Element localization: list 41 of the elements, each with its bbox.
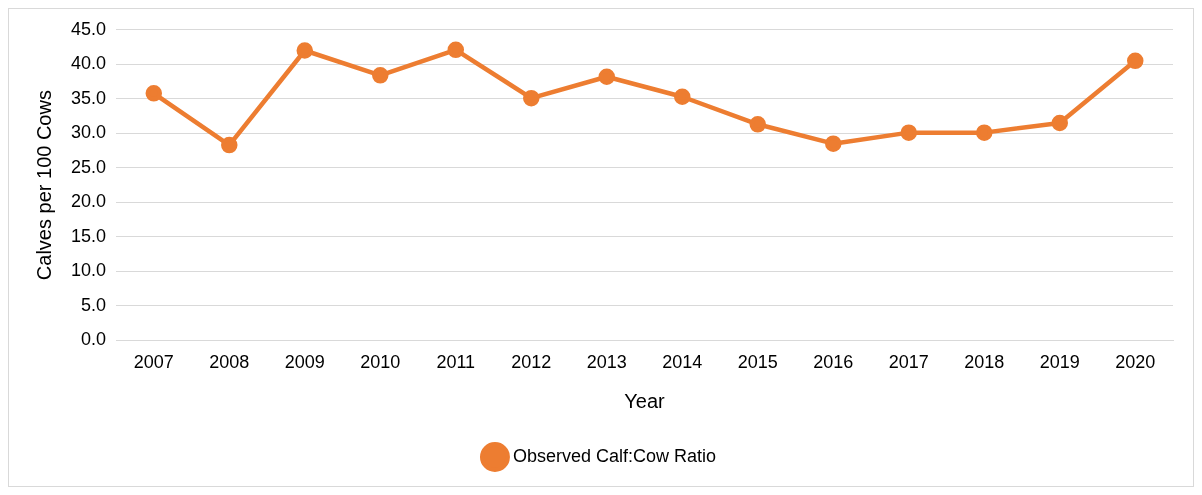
x-tick-label: 2011 [436,352,476,373]
x-tick-label: 2015 [737,352,778,373]
y-tick-label: 35.0 [70,87,107,108]
y-tick-label: 0.0 [81,329,107,350]
point [674,88,691,105]
x-tick-label: 2010 [360,352,401,373]
x-axis-title: Year [624,389,666,412]
x-tick-label: 2009 [284,352,325,373]
x-tick-label: 2013 [586,352,627,373]
point [1127,52,1144,70]
point [598,68,616,85]
point [1051,114,1068,132]
point [221,136,238,154]
point [825,135,842,152]
y-tick-label: 25.0 [70,156,107,177]
point [976,124,993,141]
point [447,41,465,59]
y-tick-label: 10.0 [70,260,107,281]
legend-label: Observed Calf:Cow Ratio [512,445,717,466]
y-tick-label: 5.0 [81,294,107,315]
point [749,116,767,133]
x-tick-label: 2019 [1039,352,1080,373]
y-tick-label: 45.0 [70,18,107,39]
point [523,89,540,107]
x-tick-label: 2020 [1115,352,1156,373]
point [296,42,314,59]
y-tick-label: 40.0 [70,53,107,74]
y-tick-label: 30.0 [70,122,107,143]
x-tick-label: 2016 [813,352,854,373]
point [145,85,163,102]
x-tick-label: 2008 [209,352,250,373]
x-tick-label: 2012 [511,352,552,373]
x-tick-label: 2017 [888,352,929,373]
point [900,124,918,141]
y-axis-title: Calves per 100 Cows [32,90,55,281]
x-tick-label: 2014 [662,352,703,373]
point [372,67,389,84]
x-tick-label: 2018 [964,352,1005,373]
x-tick-label: 2007 [133,352,174,373]
y-tick-label: 15.0 [70,225,107,246]
y-tick-label: 20.0 [70,191,107,212]
